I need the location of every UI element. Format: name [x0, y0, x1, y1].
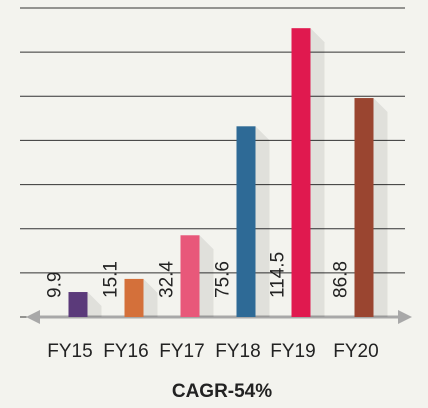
chart-title: CAGR-54% [172, 381, 272, 402]
bar-shadow [310, 28, 325, 317]
value-label: 32.4 [157, 261, 178, 298]
bar [236, 126, 256, 317]
bar [124, 278, 144, 317]
x-tick-label: FY16 [103, 341, 148, 362]
bar-shadow [143, 278, 158, 317]
x-tick-label: FY19 [270, 341, 315, 362]
bar-shadow [255, 126, 270, 317]
bar [354, 98, 374, 318]
bar [68, 292, 88, 317]
axis-arrow-left [26, 310, 40, 324]
value-label: 75.6 [213, 261, 234, 298]
bar-shadow [373, 98, 388, 318]
bar [291, 28, 311, 317]
value-label: 114.5 [268, 252, 289, 298]
x-tick-label: FY20 [333, 341, 378, 362]
bar-shadow [87, 292, 102, 317]
bar [180, 235, 200, 317]
value-label: 9.9 [45, 272, 66, 298]
x-tick-label: FY17 [159, 341, 204, 362]
bar-shadow [199, 235, 214, 317]
x-tick-label: FY18 [215, 341, 260, 362]
axis-arrow-right [398, 310, 412, 324]
x-tick-label: FY15 [47, 341, 92, 362]
value-label: 86.8 [331, 261, 352, 298]
value-label: 15.1 [101, 261, 122, 298]
